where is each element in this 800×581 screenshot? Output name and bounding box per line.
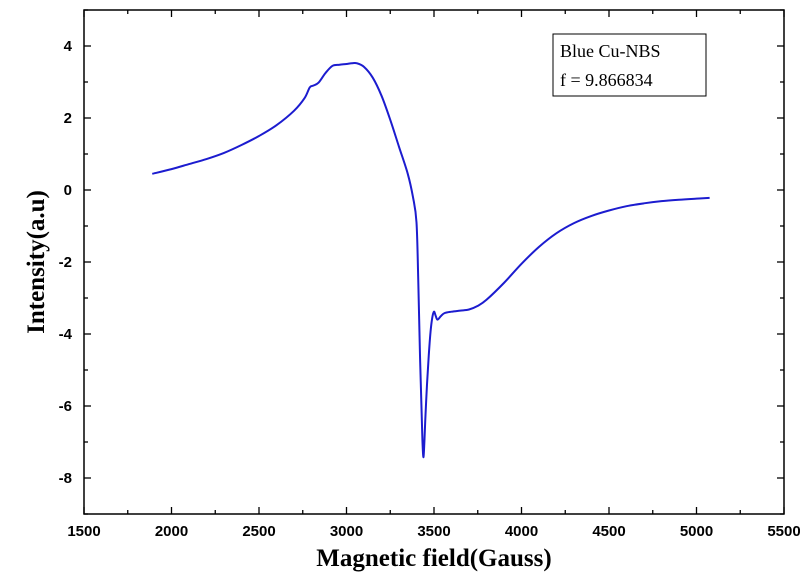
y-tick-label: -2 xyxy=(59,254,72,271)
y-tick-label: 4 xyxy=(64,38,73,55)
y-axis-title: Intensity(a.u) xyxy=(23,190,50,334)
legend-box xyxy=(552,33,707,97)
x-tick-label: 4500 xyxy=(592,523,625,540)
tick-labels: 1500 2000 2500 3000 3500 4000 4500 5000 5500 -8 -6… xyxy=(59,38,800,540)
y-tick-label: -4 xyxy=(59,326,73,343)
x-tick-label: 3500 xyxy=(417,523,450,540)
x-tick-label: 2500 xyxy=(242,523,275,540)
legend-line-1: Blue Cu-NBS xyxy=(560,41,661,61)
x-tick-label: 1500 xyxy=(67,523,100,540)
x-tick-label: 4000 xyxy=(505,523,538,540)
x-tick-label: 3000 xyxy=(330,523,363,540)
x-axis-title: Magnetic field(Gauss) xyxy=(316,545,551,572)
y-tick-label: -6 xyxy=(59,398,72,415)
y-tick-label: 2 xyxy=(64,110,72,127)
x-tick-label: 5500 xyxy=(767,523,800,540)
y-tick-label: -8 xyxy=(59,470,72,487)
series-line xyxy=(152,61,710,459)
x-tick-label: 5000 xyxy=(680,523,713,540)
tick-marks xyxy=(83,9,785,515)
x-tick-label: 2000 xyxy=(155,523,188,540)
y-tick-label: 0 xyxy=(64,182,72,199)
legend-line-2: f = 9.866834 xyxy=(560,70,653,90)
